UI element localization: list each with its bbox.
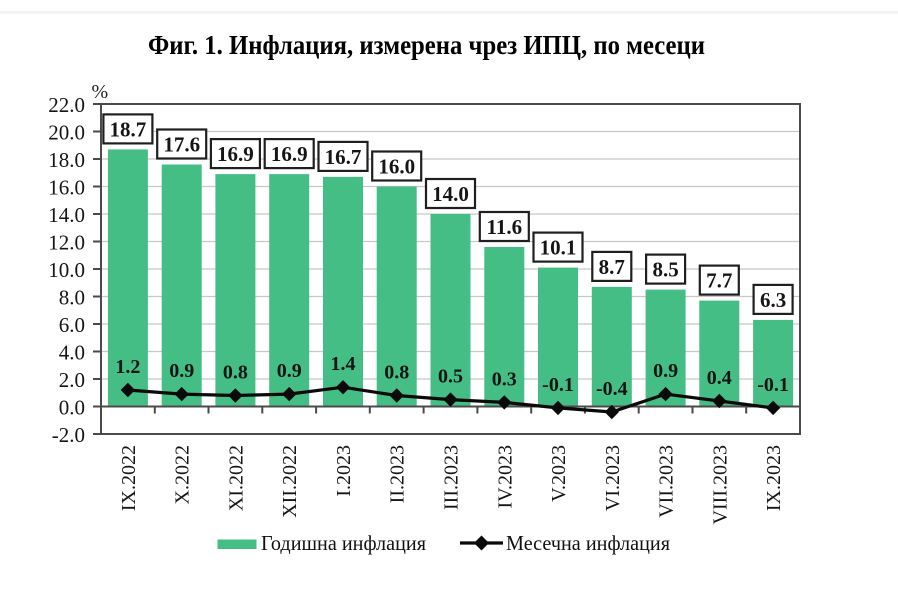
svg-text:IX.2022: IX.2022 [118,445,140,511]
svg-text:8.7: 8.7 [599,255,625,279]
svg-text:1.2: 1.2 [115,356,140,378]
svg-text:0.5: 0.5 [438,366,463,388]
svg-text:-0.1: -0.1 [757,374,789,396]
svg-text:0.8: 0.8 [223,362,248,384]
svg-text:0.3: 0.3 [492,368,517,390]
svg-text:Месечна инфлация: Месечна инфлация [506,531,670,555]
svg-text:17.6: 17.6 [163,133,200,157]
svg-text:IX.2023: IX.2023 [763,445,785,511]
svg-text:-2.0: -2.0 [52,423,85,447]
svg-text:I.2023: I.2023 [333,445,355,497]
svg-text:8.5: 8.5 [652,258,678,282]
svg-text:V.2023: V.2023 [548,445,570,502]
svg-text:1.4: 1.4 [331,353,356,375]
svg-text:-0.4: -0.4 [596,378,628,400]
svg-text:VII.2023: VII.2023 [656,445,678,518]
svg-text:16.7: 16.7 [325,145,362,169]
svg-text:14.0: 14.0 [48,203,85,227]
svg-text:III.2023: III.2023 [441,445,463,510]
svg-text:VI.2023: VI.2023 [602,445,624,511]
svg-text:0.8: 0.8 [384,362,409,384]
svg-text:18.0: 18.0 [48,148,85,172]
svg-text:20.0: 20.0 [48,121,85,145]
svg-text:Фиг. 1. Инфлация, измерена чре: Фиг. 1. Инфлация, измерена чрез ИПЦ, по … [148,30,705,60]
svg-text:0.9: 0.9 [653,360,678,382]
svg-text:22.0: 22.0 [48,93,85,117]
svg-text:XII.2022: XII.2022 [279,445,301,518]
svg-text:0.9: 0.9 [169,360,194,382]
svg-text:6.0: 6.0 [59,313,85,337]
svg-text:14.0: 14.0 [432,182,469,206]
svg-text:0.4: 0.4 [707,367,732,389]
svg-text:II.2023: II.2023 [387,445,409,503]
svg-text:IV.2023: IV.2023 [494,445,516,509]
svg-text:8.0: 8.0 [59,286,85,310]
svg-text:16.0: 16.0 [48,176,85,200]
svg-text:X.2022: X.2022 [172,445,194,504]
svg-text:10.1: 10.1 [540,236,577,260]
svg-text:2.0: 2.0 [59,368,85,392]
svg-text:12.0: 12.0 [48,231,85,255]
svg-text:%: % [92,81,109,103]
svg-text:18.7: 18.7 [110,117,147,141]
svg-text:0.9: 0.9 [277,360,302,382]
svg-text:Годишна инфлация: Годишна инфлация [261,531,426,555]
svg-text:VIII.2023: VIII.2023 [709,445,731,524]
svg-text:4.0: 4.0 [59,341,85,365]
svg-text:16.9: 16.9 [217,142,254,166]
svg-text:6.3: 6.3 [760,288,786,312]
svg-text:0.0: 0.0 [59,396,85,420]
svg-text:XI.2022: XI.2022 [225,445,247,511]
svg-text:16.0: 16.0 [378,155,415,179]
svg-text:11.6: 11.6 [487,215,523,239]
svg-text:7.7: 7.7 [706,269,732,293]
svg-text:16.9: 16.9 [271,142,308,166]
svg-text:10.0: 10.0 [48,258,85,282]
svg-text:-0.1: -0.1 [542,374,574,396]
